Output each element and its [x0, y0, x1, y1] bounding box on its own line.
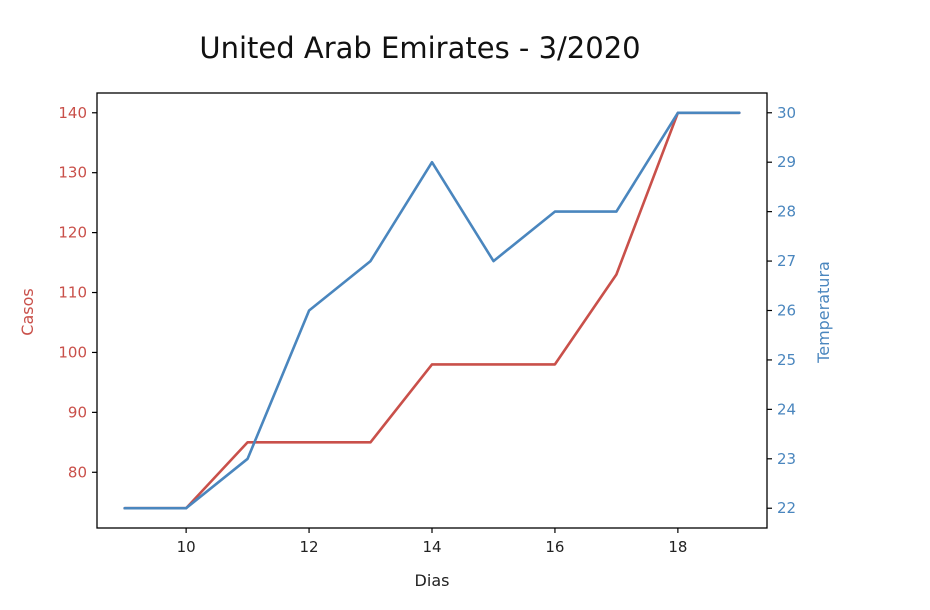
y-tick-right-label: 29	[777, 153, 796, 171]
y-tick-right-label: 28	[777, 203, 796, 221]
chart-title: United Arab Emirates - 3/2020	[199, 31, 640, 65]
x-tick-label: 12	[300, 538, 319, 556]
y-axis-right: 22 23 24 25 26 27 28 29 30	[767, 104, 796, 517]
y-axis-left: 80 90 100 110 120 130 140	[58, 104, 97, 481]
plot-frame	[96, 92, 768, 529]
x-tick-label: 16	[545, 538, 564, 556]
y-tick-right-label: 24	[777, 400, 796, 418]
y-tick-right-label: 30	[777, 104, 796, 122]
x-tick-label: 14	[422, 538, 441, 556]
y-tick-right-label: 26	[777, 302, 796, 320]
y-tick-left-label: 130	[58, 164, 87, 182]
y-tick-left-label: 120	[58, 224, 87, 242]
y-tick-left-label: 100	[58, 343, 87, 361]
y-tick-right-label: 23	[777, 450, 796, 468]
y-tick-left-label: 140	[58, 104, 87, 122]
y-tick-left-label: 90	[68, 403, 87, 421]
y-tick-right-label: 25	[777, 351, 796, 369]
y-axis-right-title: Temperatura	[814, 261, 833, 364]
x-tick-label: 18	[668, 538, 687, 556]
y-axis-left-title: Casos	[18, 288, 37, 335]
y-tick-left-label: 80	[68, 463, 87, 481]
series-line-temperatura	[123, 111, 741, 510]
series-line-casos	[123, 111, 741, 510]
y-tick-left-label: 110	[58, 284, 87, 302]
x-axis: 10 12 14 16 18	[177, 528, 687, 556]
x-tick-label: 10	[177, 538, 196, 556]
y-tick-right-label: 27	[777, 252, 796, 270]
y-tick-right-label: 22	[777, 499, 796, 517]
plot-area	[123, 111, 741, 510]
x-axis-title: Dias	[415, 571, 450, 590]
